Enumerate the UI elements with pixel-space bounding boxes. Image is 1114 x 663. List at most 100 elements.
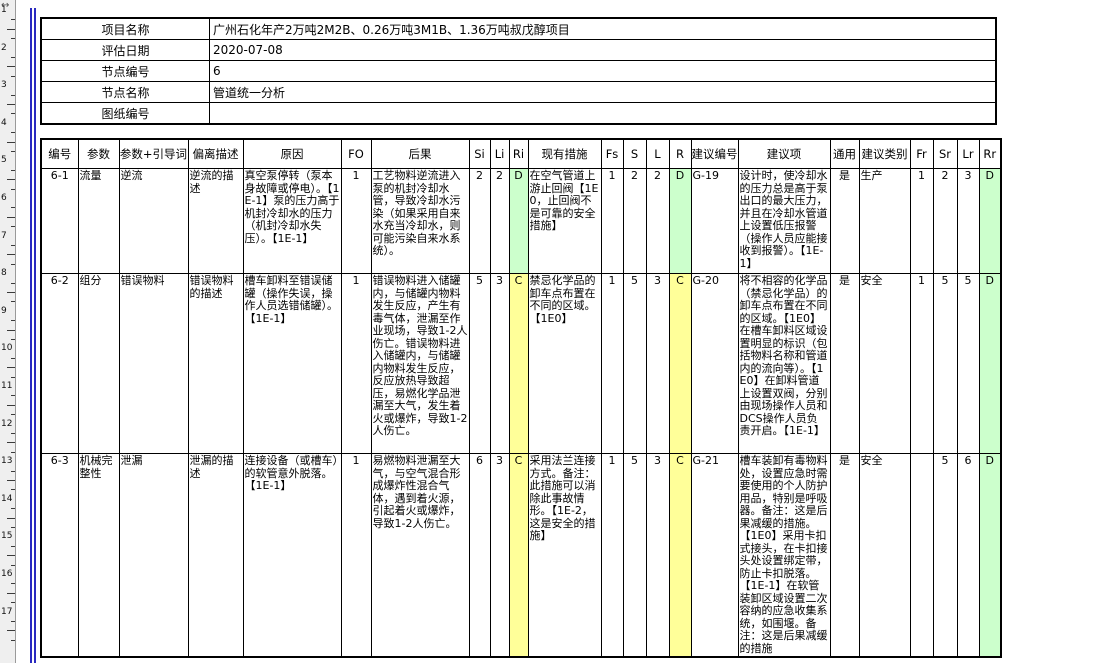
info-label: 项目名称: [40, 17, 210, 40]
cell-cause[interactable]: 连接设备（或槽车）的软管意外脱落。【1E-1】: [242, 453, 342, 658]
cell-l[interactable]: 2: [645, 168, 670, 274]
cell-param_guide[interactable]: 泄漏: [118, 453, 189, 658]
cell-sr[interactable]: 5: [932, 273, 958, 454]
cell-l[interactable]: 3: [645, 453, 670, 658]
cell-fo[interactable]: 1: [340, 273, 372, 454]
cell-s[interactable]: 5: [622, 453, 647, 658]
ruler-number: 7: [1, 230, 7, 241]
cell-common[interactable]: 是: [829, 453, 860, 658]
cell-consequence[interactable]: 易燃物料泄漏至大气，与空气混合形成爆炸性混合气体，遇到着火源，引起着火或爆炸，导…: [370, 453, 470, 658]
cell-recommendation[interactable]: 设计时，使冷却水的压力总是高于泵出口的最大压力，并且在冷却水管道上设置低压报警（…: [737, 168, 831, 274]
cell-s[interactable]: 5: [622, 273, 647, 454]
cell-rec_no[interactable]: G-21: [690, 453, 739, 658]
ruler-tick: [7, 28, 15, 30]
cell-common[interactable]: 是: [829, 168, 860, 274]
cell-ri[interactable]: C: [508, 273, 529, 454]
cell-fs[interactable]: 1: [600, 273, 624, 454]
ruler-number: 12: [1, 418, 13, 429]
column-header-cause: 原因: [242, 138, 342, 169]
resize-handle-icon[interactable]: ↔: [1, 0, 10, 11]
ruler-tick: [11, 94, 15, 96]
cell-param[interactable]: 机械完整性: [77, 453, 120, 658]
cell-sr[interactable]: 5: [932, 453, 958, 658]
cell-r[interactable]: D: [668, 168, 692, 274]
cell-deviation[interactable]: 逆流的描述: [187, 168, 244, 274]
cell-fr[interactable]: [909, 453, 934, 658]
cell-fr[interactable]: 1: [909, 168, 934, 274]
cell-common[interactable]: 是: [829, 273, 860, 454]
cell-lr[interactable]: 6: [956, 453, 980, 658]
info-value[interactable]: 2020-07-08: [209, 39, 997, 61]
cell-consequence[interactable]: 错误物料进入储罐内，与储罐内物料发生反应，产生有毒气体，泄漏至作业现场，导致1-…: [370, 273, 470, 454]
cell-lr[interactable]: 3: [956, 168, 980, 274]
cell-li[interactable]: 3: [489, 273, 510, 454]
cell-cause[interactable]: 槽车卸料至错误储罐（操作失误，操作人员选错储罐）。【1E-1】: [242, 273, 342, 454]
info-value[interactable]: [209, 102, 997, 125]
cell-rec_no[interactable]: G-19: [690, 168, 739, 274]
ruler-tick: [11, 357, 15, 359]
ruler-tick: [11, 113, 15, 115]
ruler-tick: [7, 292, 15, 293]
cell-li[interactable]: 3: [489, 453, 510, 658]
ruler-tick: [7, 254, 15, 256]
column-header-rec_no: 建议编号: [690, 138, 739, 169]
cell-num[interactable]: 6-3: [40, 453, 79, 658]
cell-rr[interactable]: D: [978, 453, 1002, 658]
info-value[interactable]: 管道统一分析: [209, 81, 997, 103]
cell-param_guide[interactable]: 逆流: [118, 168, 189, 274]
cell-ri[interactable]: D: [508, 168, 529, 274]
ruler-number: 13: [1, 456, 13, 467]
cell-measures[interactable]: 在空气管道上游止回阀【1E0，止回阀不是可靠的安全措施】: [527, 168, 602, 274]
cell-ri[interactable]: C: [508, 453, 529, 658]
info-label: 节点编号: [40, 60, 210, 82]
cell-si[interactable]: 5: [468, 273, 491, 454]
ruler-number: 5: [1, 155, 7, 166]
cell-recommendation[interactable]: 槽车装卸有毒物料处，设置应急时需要使用的个人防护用品，特别是呼吸器。备注：这是后…: [737, 453, 831, 658]
cell-fs[interactable]: 1: [600, 453, 624, 658]
ruler-tick: [7, 517, 15, 519]
info-value[interactable]: 广州石化年产2万吨2M2B、0.26万吨3M1B、1.36万吨叔戊醇项目: [209, 17, 997, 40]
cell-lr[interactable]: 5: [956, 273, 980, 454]
cell-l[interactable]: 3: [645, 273, 670, 454]
cell-deviation[interactable]: 泄漏的描述: [187, 453, 244, 658]
cell-fs[interactable]: 1: [600, 168, 624, 274]
column-header-measures: 现有措施: [527, 138, 602, 169]
cell-param[interactable]: 组分: [77, 273, 120, 454]
cell-param_guide[interactable]: 错误物料: [118, 273, 189, 454]
cell-sr[interactable]: 2: [932, 168, 958, 274]
info-value[interactable]: 6: [209, 60, 997, 82]
ruler-tick: [7, 480, 15, 481]
ruler-tick: [7, 104, 15, 105]
cell-fo[interactable]: 1: [340, 168, 372, 274]
cell-rec_category[interactable]: 生产: [858, 168, 911, 274]
column-header-sr: Sr: [932, 138, 958, 169]
cell-measures[interactable]: 禁忌化学品的卸车点布置在不同的区域。【1E0】: [527, 273, 602, 454]
cell-consequence[interactable]: 工艺物料逆流进入泵的机封冷却水管，导致冷却水污染（如果采用自来水充当冷却水，则可…: [370, 168, 470, 274]
cell-r[interactable]: C: [668, 453, 692, 658]
cell-s[interactable]: 2: [622, 168, 647, 274]
cell-r[interactable]: C: [668, 273, 692, 454]
cell-num[interactable]: 6-2: [40, 273, 79, 454]
cell-recommendation[interactable]: 将不相容的化学品（禁忌化学品）的卸车点布置在不同的区域。【1E0】在槽车卸料区域…: [737, 273, 831, 454]
cell-rec_no[interactable]: G-20: [690, 273, 739, 454]
column-header-param: 参数: [77, 138, 120, 169]
ruler-tick: [11, 132, 15, 134]
ruler-number: 11: [1, 381, 13, 391]
node-info-table: 项目名称 广州石化年产2万吨2M2B、0.26万吨3M1B、1.36万吨叔戊醇项目…: [40, 17, 997, 125]
cell-rr[interactable]: D: [978, 168, 1002, 274]
cell-param[interactable]: 流量: [77, 168, 120, 274]
cell-rec_category[interactable]: 安全: [858, 453, 911, 658]
cell-si[interactable]: 6: [468, 453, 491, 658]
cell-si[interactable]: 2: [468, 168, 491, 274]
ruler-tick: [11, 57, 15, 58]
cell-rec_category[interactable]: 安全: [858, 273, 911, 454]
cell-li[interactable]: 2: [489, 168, 510, 274]
cell-measures[interactable]: 采用法兰连接方式。备注：此措施可以消除此事故情形。【1E-2，这是安全的措施】: [527, 453, 602, 658]
ruler-tick: [11, 38, 15, 40]
cell-fr[interactable]: 1: [909, 273, 934, 454]
cell-cause[interactable]: 真空泵停转（泵本身故障或停电）。【1E-1】泵的压力高于机封冷却水的压力（机封冷…: [242, 168, 342, 274]
cell-rr[interactable]: D: [978, 273, 1002, 454]
cell-fo[interactable]: 1: [340, 453, 372, 658]
cell-num[interactable]: 6-1: [40, 168, 79, 274]
cell-deviation[interactable]: 错误物料的描述: [187, 273, 244, 454]
